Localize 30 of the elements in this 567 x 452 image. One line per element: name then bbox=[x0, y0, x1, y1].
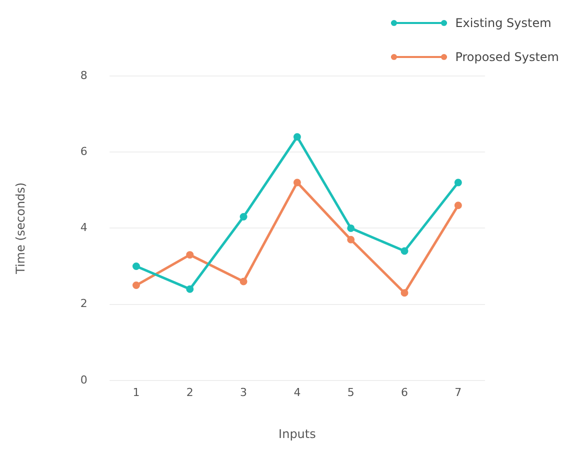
x-tick-label: 6 bbox=[401, 386, 408, 399]
point bbox=[186, 251, 194, 259]
y-axis-title: Time (seconds) bbox=[13, 182, 28, 275]
point bbox=[347, 236, 355, 244]
y-tick-label: 2 bbox=[80, 297, 88, 310]
x-tick-label: 1 bbox=[132, 386, 140, 399]
x-tick-label: 2 bbox=[186, 386, 194, 399]
x-tick-label: 3 bbox=[240, 386, 248, 399]
x-tick-label: 4 bbox=[294, 386, 301, 399]
y-tick-label: 8 bbox=[80, 68, 88, 82]
y-tick-label: 4 bbox=[80, 221, 88, 234]
point bbox=[454, 202, 462, 210]
point bbox=[186, 285, 194, 293]
point bbox=[293, 178, 301, 186]
point bbox=[454, 178, 462, 186]
point bbox=[132, 282, 140, 290]
x-tick-label: 5 bbox=[347, 386, 354, 399]
point bbox=[132, 262, 140, 270]
legend-label: Proposed System bbox=[455, 50, 559, 64]
legend-label: Existing System bbox=[455, 16, 552, 30]
y-tick-label: 0 bbox=[80, 373, 88, 386]
point bbox=[400, 289, 408, 297]
point bbox=[293, 133, 301, 141]
point bbox=[347, 224, 355, 232]
x-tick-label: 7 bbox=[454, 386, 462, 399]
y-tick-label: 6 bbox=[80, 144, 88, 158]
point bbox=[400, 247, 408, 255]
point bbox=[240, 213, 248, 221]
point bbox=[240, 278, 248, 286]
x-axis-title: Inputs bbox=[278, 426, 316, 441]
